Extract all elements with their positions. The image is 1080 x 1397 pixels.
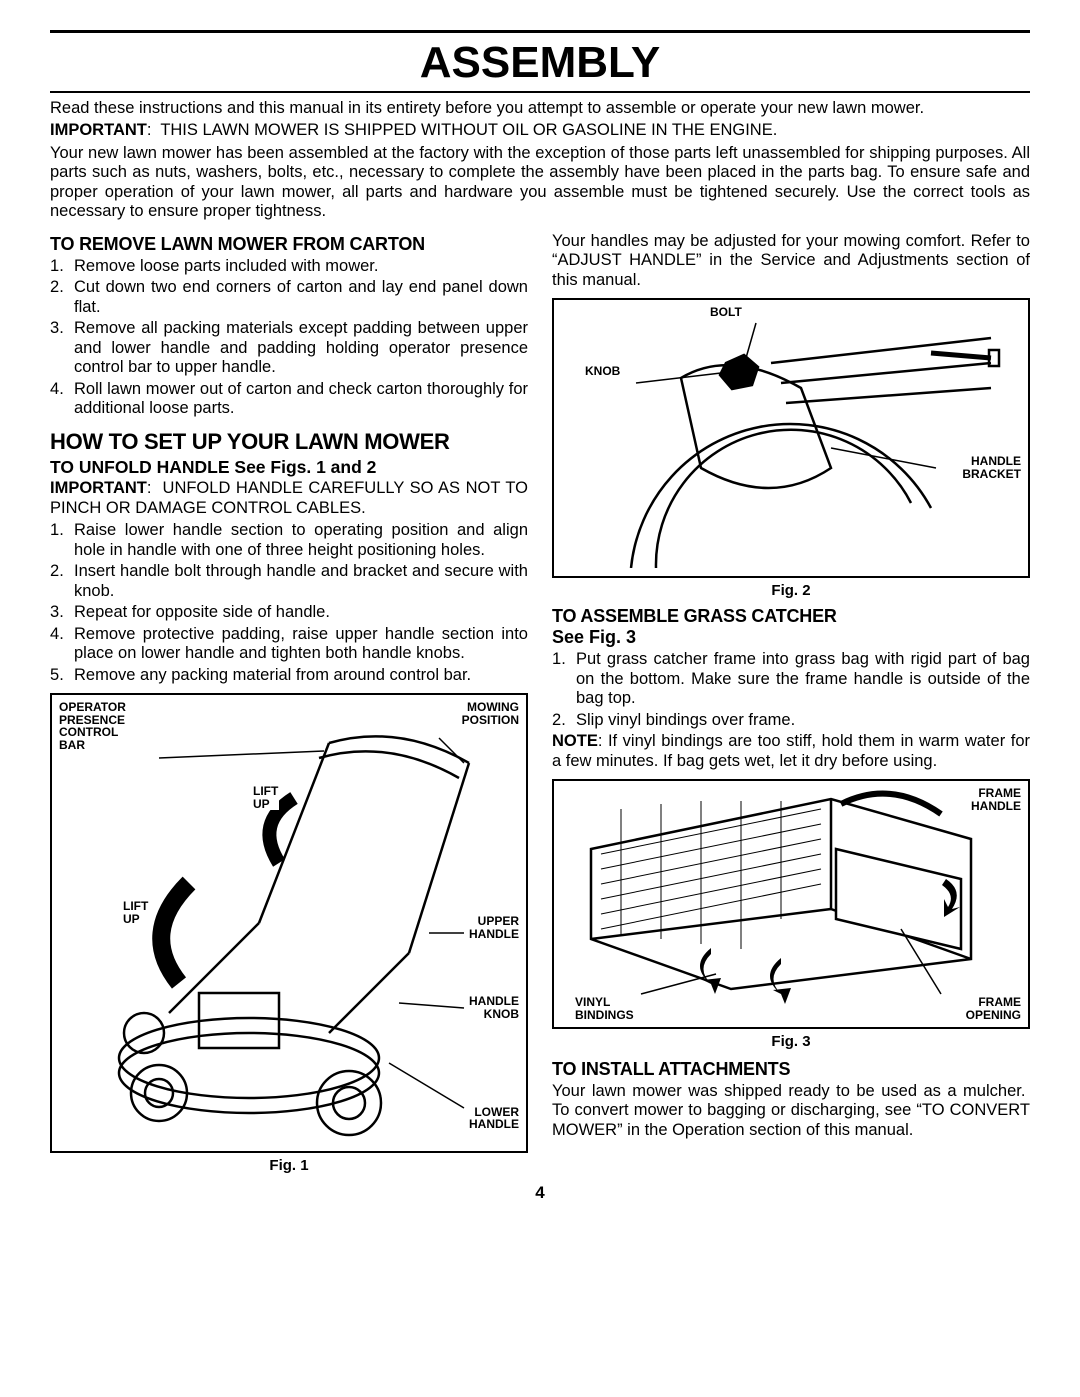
left-column: TO REMOVE LAWN MOWER FROM CARTON Remove … [50,232,528,1175]
list-item: Put grass catcher frame into grass bag w… [552,650,1030,708]
callout-lift-up-1: LIFT UP [252,785,279,810]
figure-2-box: BOLT KNOB HANDLE BRACKET [552,298,1030,578]
heading-remove-carton: TO REMOVE LAWN MOWER FROM CARTON [50,234,528,255]
list-item: Remove all packing materials except padd… [50,319,528,377]
important-label: IMPORTANT [50,121,147,139]
callout-handle-knob: HANDLE KNOB [468,995,520,1020]
note-label: NOTE [552,732,598,750]
intro-important: IMPORTANT: THIS LAWN MOWER IS SHIPPED WI… [50,121,1030,140]
page-number: 4 [50,1183,1030,1203]
list-item: Cut down two end corners of carton and l… [50,278,528,317]
figure-3-label: Fig. 3 [552,1033,1030,1051]
callout-knob: KNOB [584,365,621,378]
important-text: : THIS LAWN MOWER IS SHIPPED WITHOUT OIL… [147,121,777,139]
callout-frame-opening: FRAME OPENING [965,996,1022,1021]
figure-1-box: OPERATOR PRESENCE CONTROL BAR MOWING POS… [50,693,528,1153]
list-item: Insert handle bolt through handle and br… [50,562,528,601]
unfold-steps-list: Raise lower handle section to operating … [50,521,528,685]
list-item: Roll lawn mower out of carton and check … [50,380,528,419]
important-label: IMPORTANT [50,479,147,497]
under-title-rule [50,91,1030,93]
heading-install-attachments: TO INSTALL ATTACHMENTS [552,1059,1030,1080]
heading-setup: HOW TO SET UP YOUR LAWN MOWER [50,429,528,455]
heading-grass-catcher: TO ASSEMBLE GRASS CATCHER [552,606,1030,627]
grass-note: NOTE: If vinyl bindings are too stiff, h… [552,732,1030,771]
right-column: Your handles may be adjusted for your mo… [552,232,1030,1175]
remove-steps-list: Remove loose parts included with mower. … [50,257,528,419]
figure-2-label: Fig. 2 [552,582,1030,600]
list-item: Raise lower handle section to operating … [50,521,528,560]
heading-grass-sub: See Fig. 3 [552,627,1030,648]
figure-2-art [562,308,1020,568]
callout-lift-up-2: LIFT UP [122,900,149,925]
two-column-layout: TO REMOVE LAWN MOWER FROM CARTON Remove … [50,232,1030,1175]
intro-p2: Your new lawn mower has been assembled a… [50,144,1030,222]
top-rule-heavy [50,30,1030,33]
callout-bolt: BOLT [709,306,743,319]
adjust-handle-p: Your handles may be adjusted for your mo… [552,232,1030,290]
list-item: Repeat for opposite side of handle. [50,603,528,622]
grass-steps-list: Put grass catcher frame into grass bag w… [552,650,1030,730]
list-item: Slip vinyl bindings over frame. [552,711,1030,730]
install-p: Your lawn mower was shipped ready to be … [552,1082,1030,1140]
unfold-important: IMPORTANT: UNFOLD HANDLE CAREFULLY SO AS… [50,479,528,518]
callout-vinyl-bindings: VINYL BINDINGS [574,996,635,1021]
heading-unfold: TO UNFOLD HANDLE See Figs. 1 and 2 [50,457,528,478]
callout-lower-handle: LOWER HANDLE [468,1106,520,1131]
callout-upper-handle: UPPER HANDLE [468,915,520,940]
callout-frame-handle: FRAME HANDLE [970,787,1022,812]
figure-3-box: FRAME HANDLE VINYL BINDINGS FRAME OPENIN… [552,779,1030,1029]
intro-p1: Read these instructions and this manual … [50,99,1030,118]
callout-mowing-position: MOWING POSITION [461,701,520,726]
figure-3-art [562,789,1020,1019]
list-item: Remove protective padding, raise upper h… [50,625,528,664]
figure-1-label: Fig. 1 [50,1157,528,1175]
note-text: : If vinyl bindings are too stiff, hold … [552,732,1030,769]
list-item: Remove loose parts included with mower. [50,257,528,276]
callout-operator-bar: OPERATOR PRESENCE CONTROL BAR [58,701,127,751]
list-item: Remove any packing material from around … [50,666,528,685]
intro-block: Read these instructions and this manual … [50,99,1030,222]
callout-handle-bracket: HANDLE BRACKET [961,455,1022,480]
page-title: ASSEMBLY [50,37,1030,89]
